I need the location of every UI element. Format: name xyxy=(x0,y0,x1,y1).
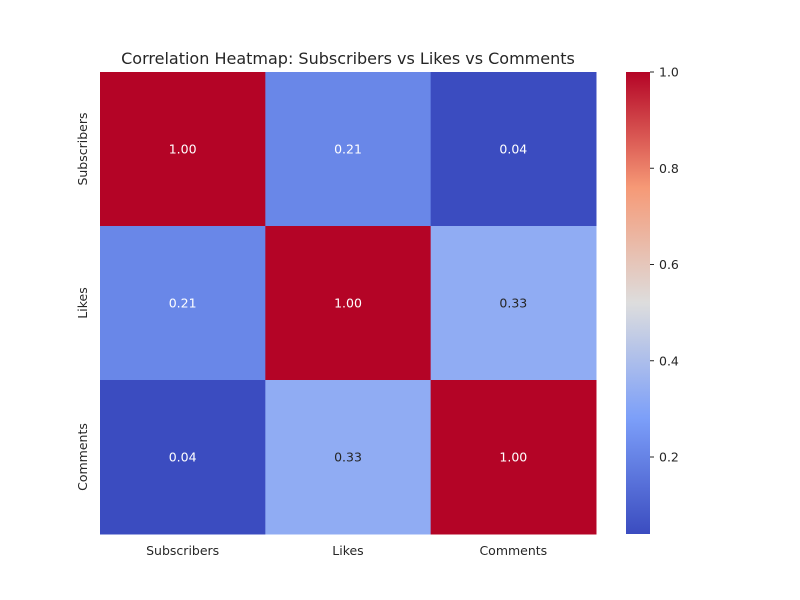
y-tick-label: Likes xyxy=(75,287,90,318)
heatmap-cell xyxy=(100,226,266,381)
y-axis-ticks: Subscribers Likes Comments xyxy=(75,112,90,490)
x-tick-label: Likes xyxy=(332,543,363,558)
heatmap-cell xyxy=(265,380,432,535)
colorbar-tick-label: 0.4 xyxy=(659,353,679,368)
cell-value-label: 0.04 xyxy=(169,450,197,465)
colorbar: 0.2 0.4 0.6 0.8 1.0 xyxy=(626,65,679,534)
cell-value-label: 1.00 xyxy=(334,296,362,311)
cell-value-label: 0.33 xyxy=(499,296,527,311)
cell-value-label: 0.21 xyxy=(334,142,362,157)
colorbar-tick-label: 0.6 xyxy=(659,257,679,272)
x-axis-ticks: Subscribers Likes Comments xyxy=(146,543,547,558)
cell-value-label: 0.04 xyxy=(499,142,527,157)
heatmap-cell xyxy=(430,380,597,535)
heatmap-cell xyxy=(430,72,597,227)
colorbar-tick-label: 0.2 xyxy=(659,450,679,465)
x-tick-label: Subscribers xyxy=(146,543,219,558)
heatmap-cell xyxy=(265,72,432,227)
colorbar-tick-label: 0.8 xyxy=(659,161,679,176)
y-tick-label: Comments xyxy=(75,423,90,491)
cell-value-label: 0.33 xyxy=(334,450,362,465)
colorbar-tick-label: 1.0 xyxy=(659,65,679,80)
heatmap-cell xyxy=(100,380,266,535)
heatmap-cell xyxy=(100,72,266,227)
x-tick-label: Comments xyxy=(479,543,547,558)
cell-value-label: 0.21 xyxy=(169,296,197,311)
heatmap-cell xyxy=(265,226,432,381)
heatmap-cell xyxy=(430,226,597,381)
colorbar-gradient xyxy=(626,72,650,534)
cell-value-label: 1.00 xyxy=(169,142,197,157)
y-tick-label: Subscribers xyxy=(75,112,90,185)
cell-value-label: 1.00 xyxy=(499,450,527,465)
heatmap-cells: 1.00 0.21 0.04 0.21 1.00 0.33 0.04 0.33 1.00 xyxy=(100,72,597,535)
chart-title: Correlation Heatmap: Subscribers vs Like… xyxy=(121,49,575,68)
